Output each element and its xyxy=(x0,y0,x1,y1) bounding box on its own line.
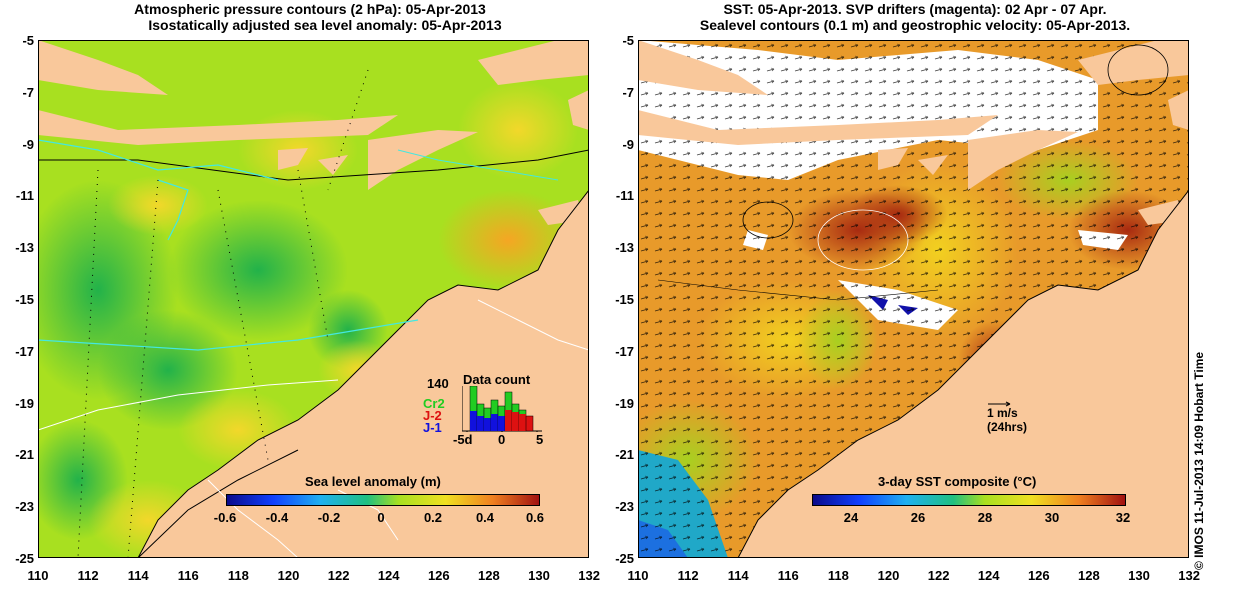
y-axis-tick-left: -7 xyxy=(22,84,34,100)
x-axis-tick-right: 120 xyxy=(877,568,900,583)
x-axis-tick-left: 126 xyxy=(427,568,450,583)
y-axis-tick-right: -21 xyxy=(615,447,634,463)
y-axis-tick-left: -9 xyxy=(22,136,34,152)
x-axis-tick-left: 120 xyxy=(277,568,300,583)
legend-cr2: Cr2 xyxy=(423,396,445,411)
data-count-title: Data count xyxy=(463,372,531,387)
legend-j1: J-1 xyxy=(423,420,442,435)
y-axis-tick-right: -5 xyxy=(622,33,634,48)
velocity-scale-label: 1 m/s xyxy=(987,406,1018,420)
y-axis-tick-left: -19 xyxy=(15,395,34,411)
x-axis-tick-left: 130 xyxy=(528,568,550,583)
x-axis-tick-right: 124 xyxy=(977,568,1000,583)
left-cbar-tick: -0.4 xyxy=(265,510,289,525)
right-cbar-tick: 24 xyxy=(843,510,859,525)
y-axis-tick-right: -23 xyxy=(615,499,634,515)
y-axis-tick-left: -5 xyxy=(22,33,34,48)
x-axis-tick-left: 132 xyxy=(578,568,600,583)
right-title-line1: SST: 05-Apr-2013. SVP drifters (magenta)… xyxy=(723,1,1107,17)
y-axis-tick-left: -25 xyxy=(15,551,34,566)
x-axis-tick-left: 116 xyxy=(177,568,199,583)
left-colorbar xyxy=(226,494,540,506)
sea-level-anomaly-map xyxy=(38,40,589,558)
right-cbar-tick: 28 xyxy=(977,510,993,525)
x-axis-tick-left: 122 xyxy=(327,568,350,583)
data-count-max: 140 xyxy=(427,376,449,391)
y-axis-tick-left: -17 xyxy=(15,343,34,359)
y-axis-tick-left: -23 xyxy=(15,499,34,515)
right-cbar-tick: 30 xyxy=(1044,510,1060,525)
sst-map xyxy=(638,40,1189,558)
x-axis-tick-right: 110 xyxy=(627,568,649,583)
right-colorbar xyxy=(812,494,1126,506)
left-title-line2: Isostatically adjusted sea level anomaly… xyxy=(148,17,502,33)
x-axis-tick-left: 124 xyxy=(377,568,400,583)
y-axis-tick-right: -11 xyxy=(615,188,634,204)
y-axis-tick-right: -15 xyxy=(615,292,634,307)
y-axis-tick-right: -17 xyxy=(615,343,634,359)
right-cbar-tick: 26 xyxy=(910,510,926,525)
right-colorbar-title: 3-day SST composite (°C) xyxy=(878,474,1037,489)
y-axis-tick-right: -13 xyxy=(615,240,634,256)
data-count-xtick: 5 xyxy=(536,432,544,447)
right-cbar-tick: 32 xyxy=(1115,510,1131,525)
x-axis-tick-left: 110 xyxy=(27,568,49,583)
y-axis-tick-right: -19 xyxy=(615,395,634,411)
x-axis-tick-left: 118 xyxy=(227,568,249,583)
x-axis-tick-left: 114 xyxy=(127,568,149,583)
right-title-line2: Sealevel contours (0.1 m) and geostrophi… xyxy=(699,17,1131,33)
left-colorbar-title: Sea level anomaly (m) xyxy=(305,474,441,489)
x-axis-tick-right: 132 xyxy=(1178,568,1200,583)
left-cbar-tick: 0.6 xyxy=(525,510,545,525)
imos-watermark: © IMOS 11-Jul-2013 14:09 Hobart Time xyxy=(1192,351,1206,570)
y-axis-tick-left: -13 xyxy=(15,240,34,256)
data-count-xtick: -5d xyxy=(453,432,473,447)
y-axis-tick-left: -21 xyxy=(15,447,34,463)
y-axis-tick-right: -25 xyxy=(615,551,634,566)
left-title-line1: Atmospheric pressure contours (2 hPa): 0… xyxy=(134,1,486,17)
x-axis-tick-right: 128 xyxy=(1078,568,1100,583)
left-cbar-tick: 0.2 xyxy=(423,510,443,525)
y-axis-tick-left: -11 xyxy=(15,188,34,204)
x-axis-tick-right: 116 xyxy=(777,568,799,583)
velocity-scale-duration: (24hrs) xyxy=(987,420,1028,434)
data-count-xtick: 0 xyxy=(498,432,506,447)
x-axis-tick-right: 130 xyxy=(1128,568,1150,583)
left-cbar-tick: -0.2 xyxy=(317,510,341,525)
x-axis-tick-right: 118 xyxy=(827,568,849,583)
left-cbar-tick: 0 xyxy=(377,510,385,525)
left-cbar-tick: -0.6 xyxy=(213,510,237,525)
x-axis-tick-right: 126 xyxy=(1027,568,1050,583)
x-axis-tick-right: 114 xyxy=(727,568,749,583)
y-axis-tick-left: -15 xyxy=(15,292,34,307)
legend-j2: J-2 xyxy=(423,408,442,423)
data-count-histogram xyxy=(462,386,542,432)
x-axis-tick-right: 122 xyxy=(927,568,950,583)
y-axis-tick-right: -7 xyxy=(622,84,634,100)
y-axis-tick-right: -9 xyxy=(622,136,634,152)
left-cbar-tick: 0.4 xyxy=(475,510,495,525)
x-axis-tick-left: 128 xyxy=(478,568,500,583)
x-axis-tick-right: 112 xyxy=(677,568,699,583)
x-axis-tick-left: 112 xyxy=(77,568,99,583)
